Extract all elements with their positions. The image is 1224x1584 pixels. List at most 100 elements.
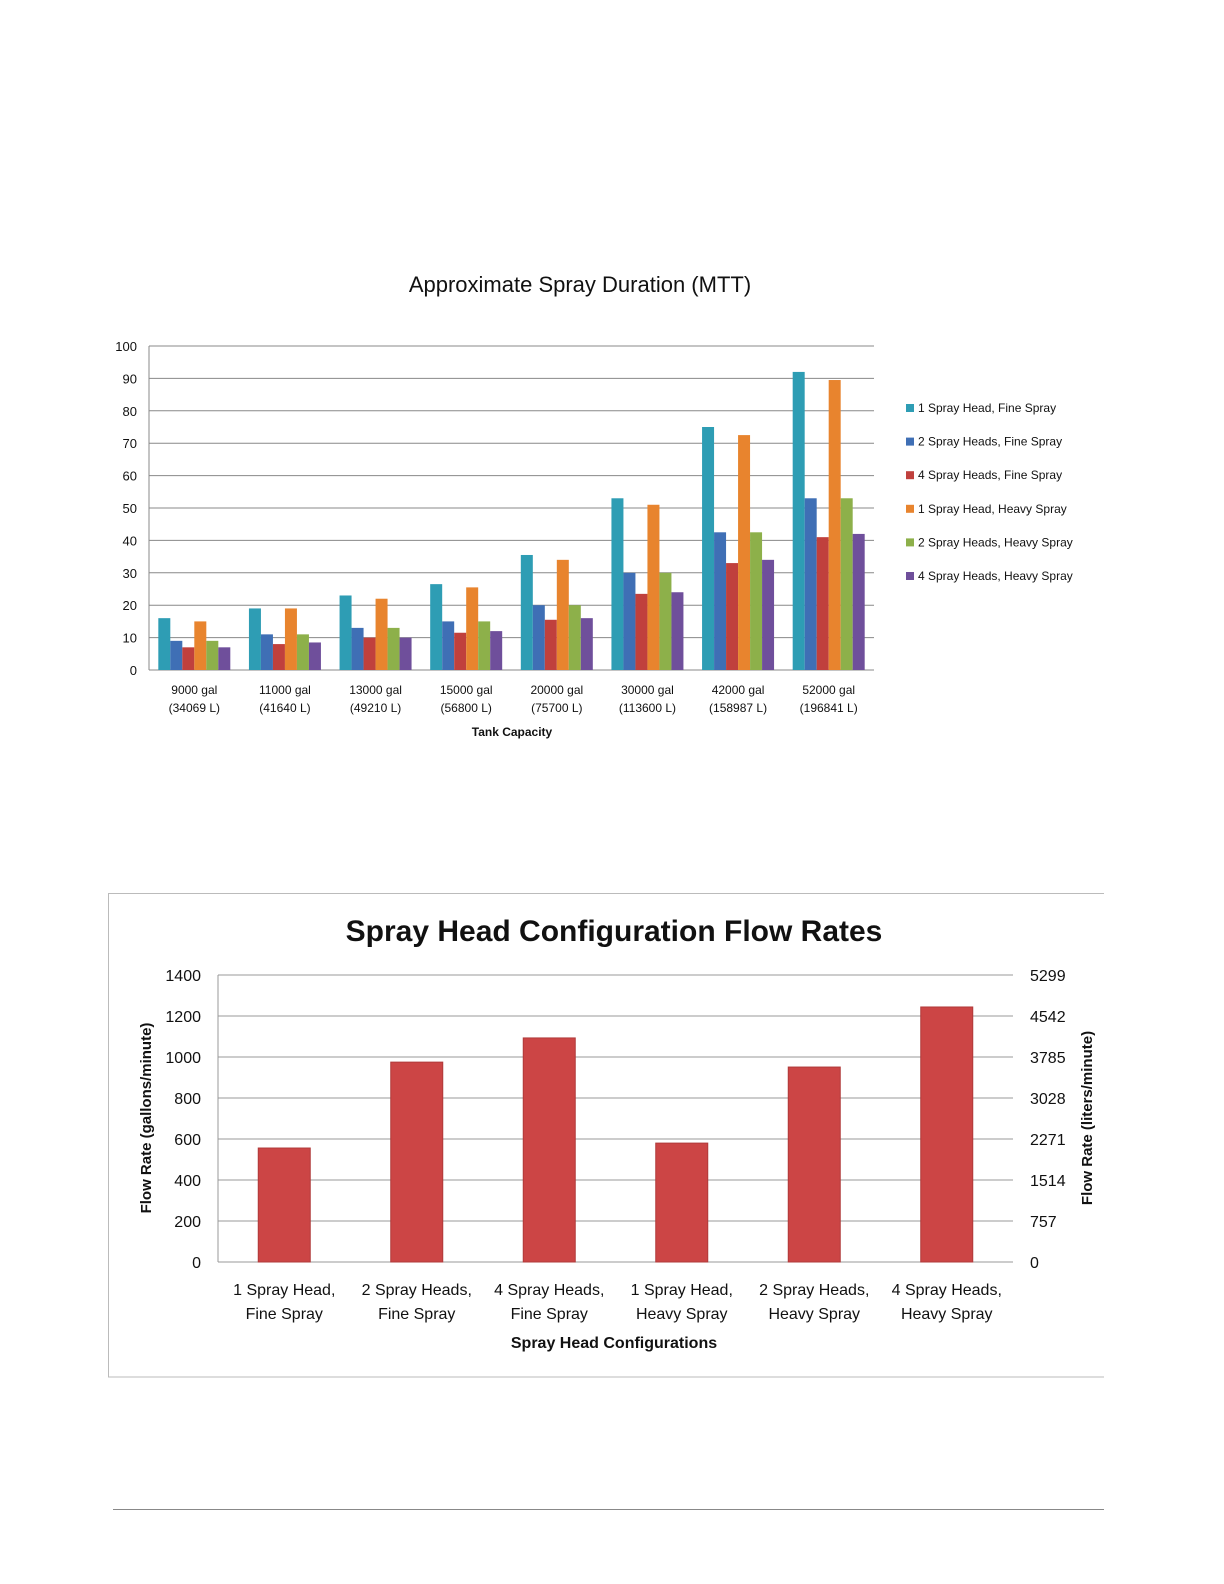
x-tick-sublabel: (113600 L) <box>619 701 676 715</box>
y2-axis-title: Flow Rate (liters/minute) <box>1079 1031 1096 1205</box>
bar-1-5 <box>520 554 533 670</box>
x-tick-sublabel: (158987 L) <box>709 701 767 715</box>
y-axis-title: Flow Rate (gallons/minute) <box>138 1023 155 1214</box>
legend-swatch <box>906 538 914 547</box>
x-tick-label: 1 Spray Head, <box>233 1282 335 1299</box>
bar-5-2 <box>296 634 309 670</box>
y2-tick-label: 4542 <box>1030 1009 1066 1026</box>
x-tick-label: 15000 gal <box>440 683 493 697</box>
x-tick-sublabel: (41640 L) <box>259 701 310 715</box>
bar-6-5 <box>580 618 593 670</box>
y2-tick-label: 1514 <box>1030 1173 1066 1190</box>
y-tick-label: 10 <box>123 631 137 646</box>
bar-5-5 <box>568 605 581 670</box>
chart-title: Spray Head Configuration Flow Rates <box>346 915 883 948</box>
bar-2-2 <box>260 634 273 670</box>
legend-swatch <box>906 504 914 513</box>
y-tick-label: 1400 <box>165 968 201 985</box>
y2-tick-label: 3785 <box>1030 1050 1066 1067</box>
y-tick-label: 0 <box>130 663 137 678</box>
bar-5-4 <box>478 621 491 670</box>
y-tick-label: 1000 <box>165 1050 201 1067</box>
y-tick-label: 30 <box>123 566 137 581</box>
x-tick-label: 1 Spray Head, <box>631 1282 733 1299</box>
bar-3-6 <box>635 593 648 670</box>
x-tick-label: 2 Spray Heads, <box>362 1282 472 1299</box>
x-axis-title: Tank Capacity <box>472 725 553 739</box>
y-tick-label: 90 <box>123 371 137 386</box>
x-axis-title: Spray Head Configurations <box>511 1335 717 1352</box>
x-tick-sublabel: Fine Spray <box>511 1306 588 1323</box>
bar-6-3 <box>399 637 412 670</box>
bar-4-1 <box>194 621 207 670</box>
y-tick-label: 50 <box>123 501 137 516</box>
bar-1-7 <box>702 427 715 670</box>
bar-3-5 <box>544 619 557 670</box>
bar-5 <box>787 1066 841 1263</box>
bar-2-6 <box>623 572 636 670</box>
y2-tick-label: 757 <box>1030 1214 1057 1231</box>
x-tick-label: 4 Spray Heads, <box>494 1282 604 1299</box>
y-tick-label: 400 <box>174 1173 201 1190</box>
legend-label: 1 Spray Head, Fine Spray <box>918 401 1056 415</box>
bar-3-4 <box>454 632 467 670</box>
x-tick-sublabel: (196841 L) <box>800 701 858 715</box>
bar-4-3 <box>375 598 388 670</box>
legend-swatch <box>906 437 914 446</box>
bar-5-8 <box>840 498 853 670</box>
legend-label: 4 Spray Heads, Fine Spray <box>918 468 1062 482</box>
x-tick-sublabel: (49210 L) <box>350 701 401 715</box>
bar-3 <box>522 1037 576 1263</box>
y-tick-label: 0 <box>192 1255 201 1272</box>
bar-3-1 <box>182 647 195 670</box>
y-tick-label: 70 <box>123 436 137 451</box>
y-tick-label: 80 <box>123 404 137 419</box>
x-tick-sublabel: (56800 L) <box>441 701 492 715</box>
bar-6-2 <box>308 642 321 670</box>
bar-6-6 <box>671 592 684 670</box>
bar-5-7 <box>750 532 763 670</box>
x-tick-sublabel: Fine Spray <box>378 1306 455 1323</box>
bar-2-3 <box>351 627 364 670</box>
x-tick-sublabel: (34069 L) <box>169 701 220 715</box>
bar-5-1 <box>206 640 219 670</box>
bar-4-8 <box>828 380 841 670</box>
y-tick-label: 20 <box>123 598 137 613</box>
bar-6-8 <box>852 533 865 670</box>
bar-6-4 <box>490 631 503 670</box>
legend-label: 1 Spray Head, Heavy Spray <box>918 502 1067 516</box>
legend-label: 4 Spray Heads, Heavy Spray <box>918 569 1073 583</box>
bar-1 <box>257 1147 311 1263</box>
bar-4-6 <box>647 504 660 670</box>
bar-5-3 <box>387 627 400 670</box>
bar-1-6 <box>611 498 624 670</box>
x-tick-label: 4 Spray Heads, <box>892 1282 1002 1299</box>
flow-rates-chart: Spray Head Configuration Flow Rates 0 0 200… <box>108 893 1104 1378</box>
x-tick-label: 13000 gal <box>349 683 402 697</box>
footer-divider <box>113 1509 1104 1510</box>
bar-3-2 <box>272 644 285 670</box>
y-tick-label: 1200 <box>165 1009 201 1026</box>
x-tick-sublabel: (75700 L) <box>531 701 582 715</box>
spray-duration-chart: Approximate Spray Duration (MTT) 0 10 20 30 4… <box>115 272 1073 739</box>
y2-tick-label: 5299 <box>1030 968 1066 985</box>
x-tick-sublabel: Heavy Spray <box>901 1306 993 1323</box>
bar-4-4 <box>466 587 479 670</box>
bar-4-5 <box>556 559 569 670</box>
x-tick-label: 30000 gal <box>621 683 674 697</box>
bar-4 <box>655 1142 709 1263</box>
y2-tick-label: 2271 <box>1030 1132 1066 1149</box>
bar-2-5 <box>532 605 545 670</box>
y-tick-label: 100 <box>115 339 137 354</box>
x-tick-sublabel: Fine Spray <box>246 1306 323 1323</box>
bar-6-7 <box>762 559 775 670</box>
y2-tick-label: 3028 <box>1030 1091 1066 1108</box>
bar-1-8 <box>792 371 805 670</box>
y-tick-label: 600 <box>174 1132 201 1149</box>
bar-2-7 <box>714 532 727 670</box>
x-tick-label: 20000 gal <box>530 683 583 697</box>
y-tick-label: 200 <box>174 1214 201 1231</box>
legend-swatch <box>906 404 914 412</box>
x-tick-label: 2 Spray Heads, <box>759 1282 869 1299</box>
